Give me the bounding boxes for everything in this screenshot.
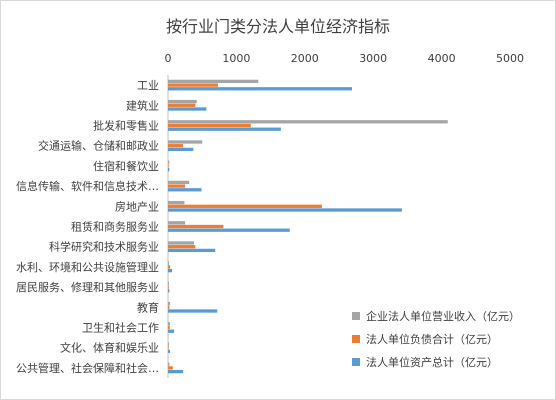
bar-assets xyxy=(168,127,281,131)
bar-liabilities xyxy=(168,184,186,188)
bar-liabilities xyxy=(168,285,169,289)
bar-liabilities xyxy=(168,224,224,229)
bar-liabilities xyxy=(168,366,173,370)
category-label: 房地产业 xyxy=(115,199,159,213)
x-tick-label: 4000 xyxy=(428,52,456,65)
bar-liabilities xyxy=(168,103,196,107)
bar-revenue xyxy=(168,180,190,185)
bar-liabilities xyxy=(168,325,170,330)
bar-revenue xyxy=(168,261,170,265)
category-label: 科学研究和技术服务业 xyxy=(49,240,159,254)
bar-assets xyxy=(168,167,170,172)
bar-liabilities xyxy=(168,245,196,249)
bar-assets xyxy=(168,248,216,253)
bar-assets xyxy=(168,309,218,313)
x-tick-label: 5000 xyxy=(496,52,524,65)
bar-assets xyxy=(168,289,170,293)
legend-swatch-liabilities xyxy=(352,335,360,343)
category-label: 居民服务、修理和其他服务业 xyxy=(16,280,159,294)
bar-liabilities xyxy=(168,164,169,168)
bar-revenue xyxy=(168,79,259,84)
legend-item-assets: 法人单位资产总计（亿元） xyxy=(352,356,520,379)
bar-assets xyxy=(168,107,207,111)
bar-revenue xyxy=(168,301,171,306)
category-label: 卫生和社会工作 xyxy=(82,321,159,335)
bar-liabilities xyxy=(168,204,322,208)
bar-assets xyxy=(168,87,352,91)
category-label: 住宿和餐饮业 xyxy=(93,159,159,173)
bar-liabilities xyxy=(168,123,251,128)
category-label: 公共管理、社会保障和社会… xyxy=(16,361,159,375)
bar-assets xyxy=(168,268,173,273)
bar-assets xyxy=(168,369,184,374)
x-tick-label: 1000 xyxy=(222,52,250,65)
x-tick-label: 3000 xyxy=(359,52,387,65)
bar-revenue xyxy=(168,322,171,326)
legend-item-revenue: 企业法人单位营业收入（亿元） xyxy=(352,310,520,333)
bar-liabilities xyxy=(168,265,171,269)
bar-revenue xyxy=(168,200,185,205)
category-label: 水利、环境和公共设施管理业 xyxy=(16,260,159,274)
bar-revenue xyxy=(168,241,194,245)
bar-revenue xyxy=(168,140,203,144)
bar-revenue xyxy=(168,160,170,164)
category-label: 工业 xyxy=(137,79,159,92)
bar-assets xyxy=(168,349,171,354)
bar-assets xyxy=(168,329,175,333)
bar-liabilities xyxy=(168,305,170,309)
x-tick-label: 2000 xyxy=(291,52,319,65)
bar-liabilities xyxy=(168,83,218,87)
legend-swatch-assets xyxy=(352,358,360,366)
category-label: 交通运输、仓储和邮政业 xyxy=(38,139,159,153)
bar-assets xyxy=(168,147,194,152)
bar-revenue xyxy=(168,362,170,366)
category-label: 批发和零售业 xyxy=(93,119,159,133)
bar-revenue xyxy=(168,342,170,346)
bar-liabilities xyxy=(168,144,184,148)
legend-item-liabilities: 法人单位负债合计（亿元） xyxy=(352,333,520,356)
bar-revenue xyxy=(168,281,170,286)
bar-assets xyxy=(168,188,202,192)
category-label: 文化、体育和娱乐业 xyxy=(60,341,159,355)
category-label: 信息传输、软件和信息技术… xyxy=(16,179,159,193)
legend-label-liabilities: 法人单位负债合计（亿元） xyxy=(366,333,498,346)
bar-liabilities xyxy=(168,346,169,350)
bar-assets xyxy=(168,208,402,212)
legend-label-assets: 法人单位资产总计（亿元） xyxy=(366,356,498,369)
legend-swatch-revenue xyxy=(352,312,360,320)
chart-legend: 企业法人单位营业收入（亿元） 法人单位负债合计（亿元） 法人单位资产总计（亿元） xyxy=(352,310,520,379)
x-tick-label: 0 xyxy=(165,52,172,65)
bar-revenue xyxy=(168,120,448,124)
category-label: 教育 xyxy=(137,300,159,314)
bar-revenue xyxy=(168,99,197,104)
category-label: 建筑业 xyxy=(126,98,159,112)
category-label: 租赁和商务服务业 xyxy=(71,220,159,234)
legend-label-revenue: 企业法人单位营业收入（亿元） xyxy=(366,310,520,323)
bar-revenue xyxy=(168,221,186,225)
chart-title: 按行业门类分法人单位经济指标 xyxy=(165,17,390,36)
bar-assets xyxy=(168,228,290,232)
